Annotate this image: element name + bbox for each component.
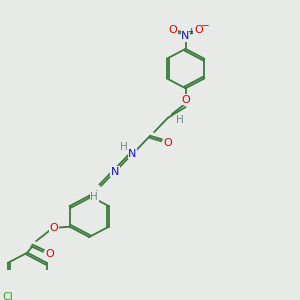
Text: O: O [46,249,54,259]
Text: O: O [181,95,190,105]
Text: H: H [120,142,128,152]
Text: +: + [187,27,194,36]
Text: −: − [201,21,210,31]
Text: N: N [128,149,136,159]
Text: O: O [164,138,172,148]
Text: H: H [90,192,98,202]
Text: N: N [111,167,119,177]
Text: H: H [176,115,184,124]
Text: O: O [194,25,203,35]
Text: O: O [50,224,58,233]
Text: O: O [168,25,177,35]
Text: Cl: Cl [2,292,13,300]
Text: N: N [182,31,190,41]
